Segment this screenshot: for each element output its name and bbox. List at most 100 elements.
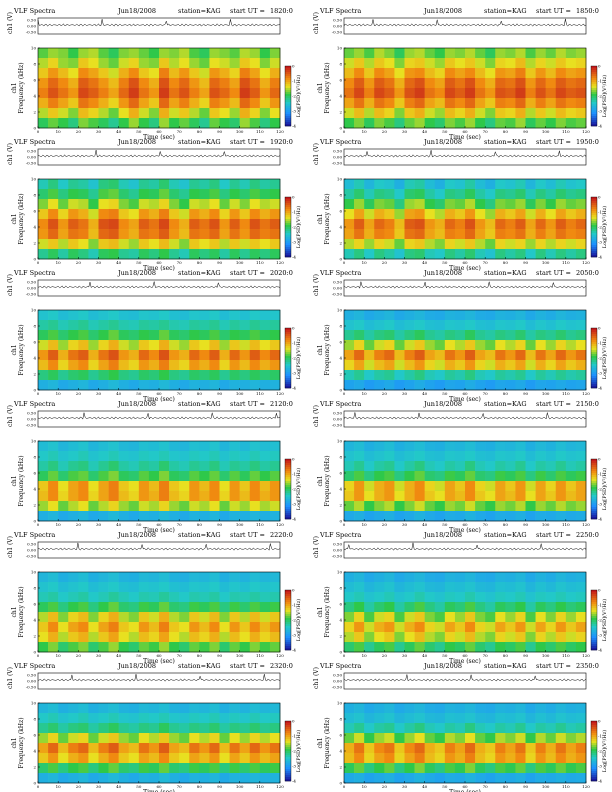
colorbar-segment xyxy=(285,590,291,593)
spectrogram-cell xyxy=(239,330,251,341)
spectrogram-cell xyxy=(404,572,415,583)
spectrogram-cell xyxy=(199,209,210,220)
spectrogram-cell xyxy=(434,491,446,502)
spectrogram-cell xyxy=(535,370,546,381)
spectrogram-cell xyxy=(555,320,567,331)
spectrogram-cell xyxy=(505,501,516,512)
x-tick-label: 60 xyxy=(156,260,162,265)
spectrogram-cell xyxy=(128,612,140,623)
spectrogram-cell xyxy=(444,98,456,109)
colorbar-segment xyxy=(285,481,291,484)
spectrogram-cell xyxy=(424,481,436,492)
spectrogram-cell xyxy=(159,763,170,774)
spectrogram-cell xyxy=(159,461,170,472)
spectrogram-cell xyxy=(88,622,99,633)
trace-frame xyxy=(37,410,281,428)
spectrogram-cell xyxy=(535,501,546,512)
spectrogram-cell xyxy=(38,582,49,593)
spectrogram-cell xyxy=(535,582,546,593)
spectrogram-cell xyxy=(384,310,395,321)
spectrogram-cell xyxy=(98,179,109,190)
spectrogram-cell xyxy=(575,229,587,240)
spectrogram-cell xyxy=(424,330,436,341)
spectrogram-cell xyxy=(249,622,261,633)
spectrogram-cell xyxy=(434,703,446,714)
trace-axis-label: ch1 (V) xyxy=(313,274,320,296)
spectrogram-cell xyxy=(525,48,536,59)
colorbar-label: Log[PSD](V²/Hz) xyxy=(295,468,302,510)
panel-station: station=KAG xyxy=(178,662,221,670)
spectrogram-cell xyxy=(98,219,109,230)
spectrogram-cell xyxy=(128,370,140,381)
y-tick-label: 2 xyxy=(33,502,36,507)
spectrogram-cell xyxy=(58,501,69,512)
spectrogram-cell xyxy=(179,199,190,210)
x-tick-label: 50 xyxy=(136,784,142,789)
spectrogram-cell xyxy=(575,511,587,522)
trace-tick-label: -0.50 xyxy=(26,160,37,165)
spectrogram-cell xyxy=(575,743,587,754)
spectrogram-cell xyxy=(434,773,446,784)
spectrogram-cell xyxy=(249,703,261,714)
spectrogram-cell xyxy=(444,179,456,190)
spectrogram-cell xyxy=(394,219,405,230)
spectrogram-cell xyxy=(505,199,516,210)
spectrogram-cell xyxy=(444,199,456,210)
panel-date: Jun18/2008 xyxy=(423,400,462,408)
spectrogram-cell xyxy=(209,98,220,109)
ch1-trace-line xyxy=(343,18,587,27)
spectrogram-cell xyxy=(444,582,456,593)
spectrogram-cell xyxy=(138,189,150,200)
y-tick-label: 4 xyxy=(339,486,342,491)
spectrogram-cell xyxy=(394,481,405,492)
spectrogram-cell xyxy=(475,179,486,190)
spectrogram-cell xyxy=(159,350,170,361)
spectrogram-cell xyxy=(384,582,395,593)
spectrogram-cell xyxy=(169,461,180,472)
spectrogram-cell xyxy=(219,219,230,230)
spectrogram-cell xyxy=(219,481,230,492)
spectrogram-cell xyxy=(128,219,140,230)
panel-start-ut: 2150:0 xyxy=(576,400,599,408)
spectrogram-cell xyxy=(189,703,200,714)
spectrogram-cell xyxy=(98,209,109,220)
spectrogram-cell xyxy=(414,622,425,633)
colorbar-segment xyxy=(285,382,291,385)
spectrogram-cell xyxy=(475,511,486,522)
spectrogram-cell xyxy=(505,58,516,69)
spectrogram-cell xyxy=(434,249,446,260)
spectrogram-cell xyxy=(189,209,200,220)
colorbar-segment xyxy=(285,622,291,625)
spectrogram-cell xyxy=(249,118,261,129)
colorbar-segment xyxy=(285,628,291,631)
spectrogram-cell xyxy=(384,340,395,351)
spectrogram-cell xyxy=(475,582,486,593)
spectrogram-cell xyxy=(354,743,365,754)
spectrogram-cell xyxy=(38,622,49,633)
spectrogram-cell xyxy=(219,88,230,99)
spectrogram-cell xyxy=(404,723,415,734)
spectrogram-cell xyxy=(229,441,240,452)
spectrogram-cell xyxy=(179,340,190,351)
spectrogram-cell xyxy=(179,511,190,522)
panel-station: station=KAG xyxy=(178,531,221,539)
colorbar-segment xyxy=(591,630,597,633)
spectrogram-cell xyxy=(555,209,567,220)
colorbar-segment xyxy=(591,372,597,375)
spectrogram-cell xyxy=(108,582,119,593)
x-tick-label: 0 xyxy=(343,260,346,265)
spectrogram-cell xyxy=(525,340,536,351)
spectrogram-cell xyxy=(88,68,99,79)
spectrogram-cell xyxy=(189,239,200,250)
colorbar-segment xyxy=(591,255,597,258)
colorbar-tick-label: -1 xyxy=(598,340,602,345)
spectrogram-cell xyxy=(199,68,210,79)
colorbar-segment xyxy=(591,225,597,228)
spectrogram-cell xyxy=(78,370,89,381)
spectrogram-cell xyxy=(354,360,365,371)
spectrogram-cell xyxy=(424,703,436,714)
spectrogram-cell xyxy=(118,249,130,260)
spectrogram-cell xyxy=(374,501,385,512)
spectrogram-cell xyxy=(344,491,355,502)
spectrogram-cell xyxy=(394,360,405,371)
